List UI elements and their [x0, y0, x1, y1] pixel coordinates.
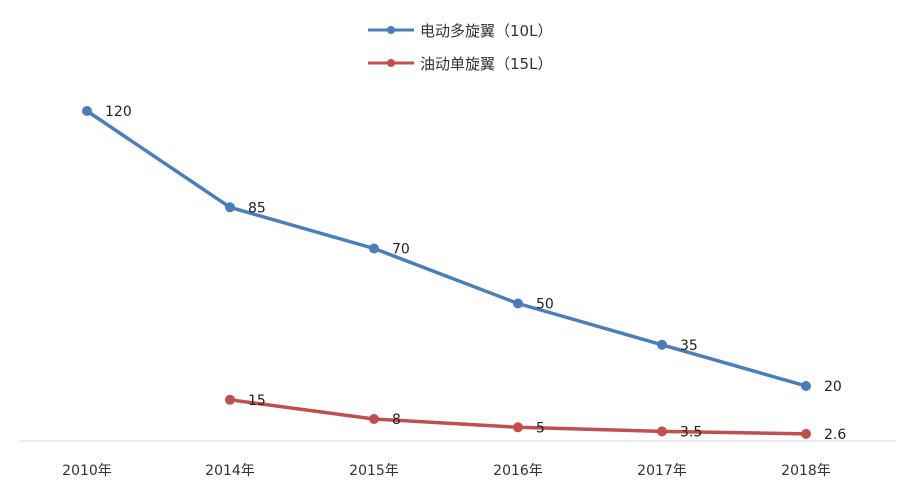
data-point: [801, 428, 811, 439]
data-label: 50: [536, 297, 554, 313]
data-label: 35: [680, 338, 698, 354]
legend: 电动多旋翼（10L） 油动单旋翼（15L）: [368, 22, 552, 73]
data-point: [369, 414, 379, 424]
x-tick-label: 2015年: [349, 463, 399, 479]
data-label: 2.6: [824, 427, 846, 443]
data-point: [801, 381, 811, 391]
data-point: [225, 202, 235, 213]
x-tick-label: 2018年: [781, 463, 831, 479]
x-axis-tick-labels: 2010年 2014年 2015年 2016年 2017年 2018年: [62, 463, 831, 479]
data-point: [657, 426, 667, 437]
data-point: [225, 394, 235, 405]
legend-swatch-marker: [387, 26, 395, 34]
data-label: 5: [536, 420, 545, 436]
x-tick-label: 2017年: [637, 463, 687, 479]
data-point: [513, 298, 523, 309]
data-label: 15: [248, 393, 266, 409]
legend-item-series-1: 电动多旋翼（10L）: [368, 22, 552, 40]
data-point: [513, 422, 523, 433]
data-point: [657, 339, 667, 350]
legend-swatch-marker: [387, 59, 395, 67]
series-2: 15 8 5 3.5 2.6: [225, 393, 846, 443]
data-label: 20: [824, 379, 842, 395]
data-label: 8: [392, 412, 401, 428]
series-line: [85, 109, 808, 388]
series-1: 120 85 70 50 35 20: [82, 104, 842, 395]
data-point: [82, 106, 92, 116]
data-point: [369, 243, 379, 254]
legend-label: 油动单旋翼（15L）: [420, 55, 552, 73]
x-tick-label: 2010年: [62, 463, 112, 479]
x-tick-label: 2014年: [205, 463, 255, 479]
legend-label: 电动多旋翼（10L）: [420, 22, 552, 40]
x-tick-label: 2016年: [493, 463, 543, 479]
legend-item-series-2: 油动单旋翼（15L）: [368, 55, 552, 73]
data-label: 120: [105, 104, 132, 120]
data-label: 70: [392, 242, 410, 258]
data-label: 3.5: [680, 424, 702, 440]
data-label: 85: [248, 200, 266, 216]
